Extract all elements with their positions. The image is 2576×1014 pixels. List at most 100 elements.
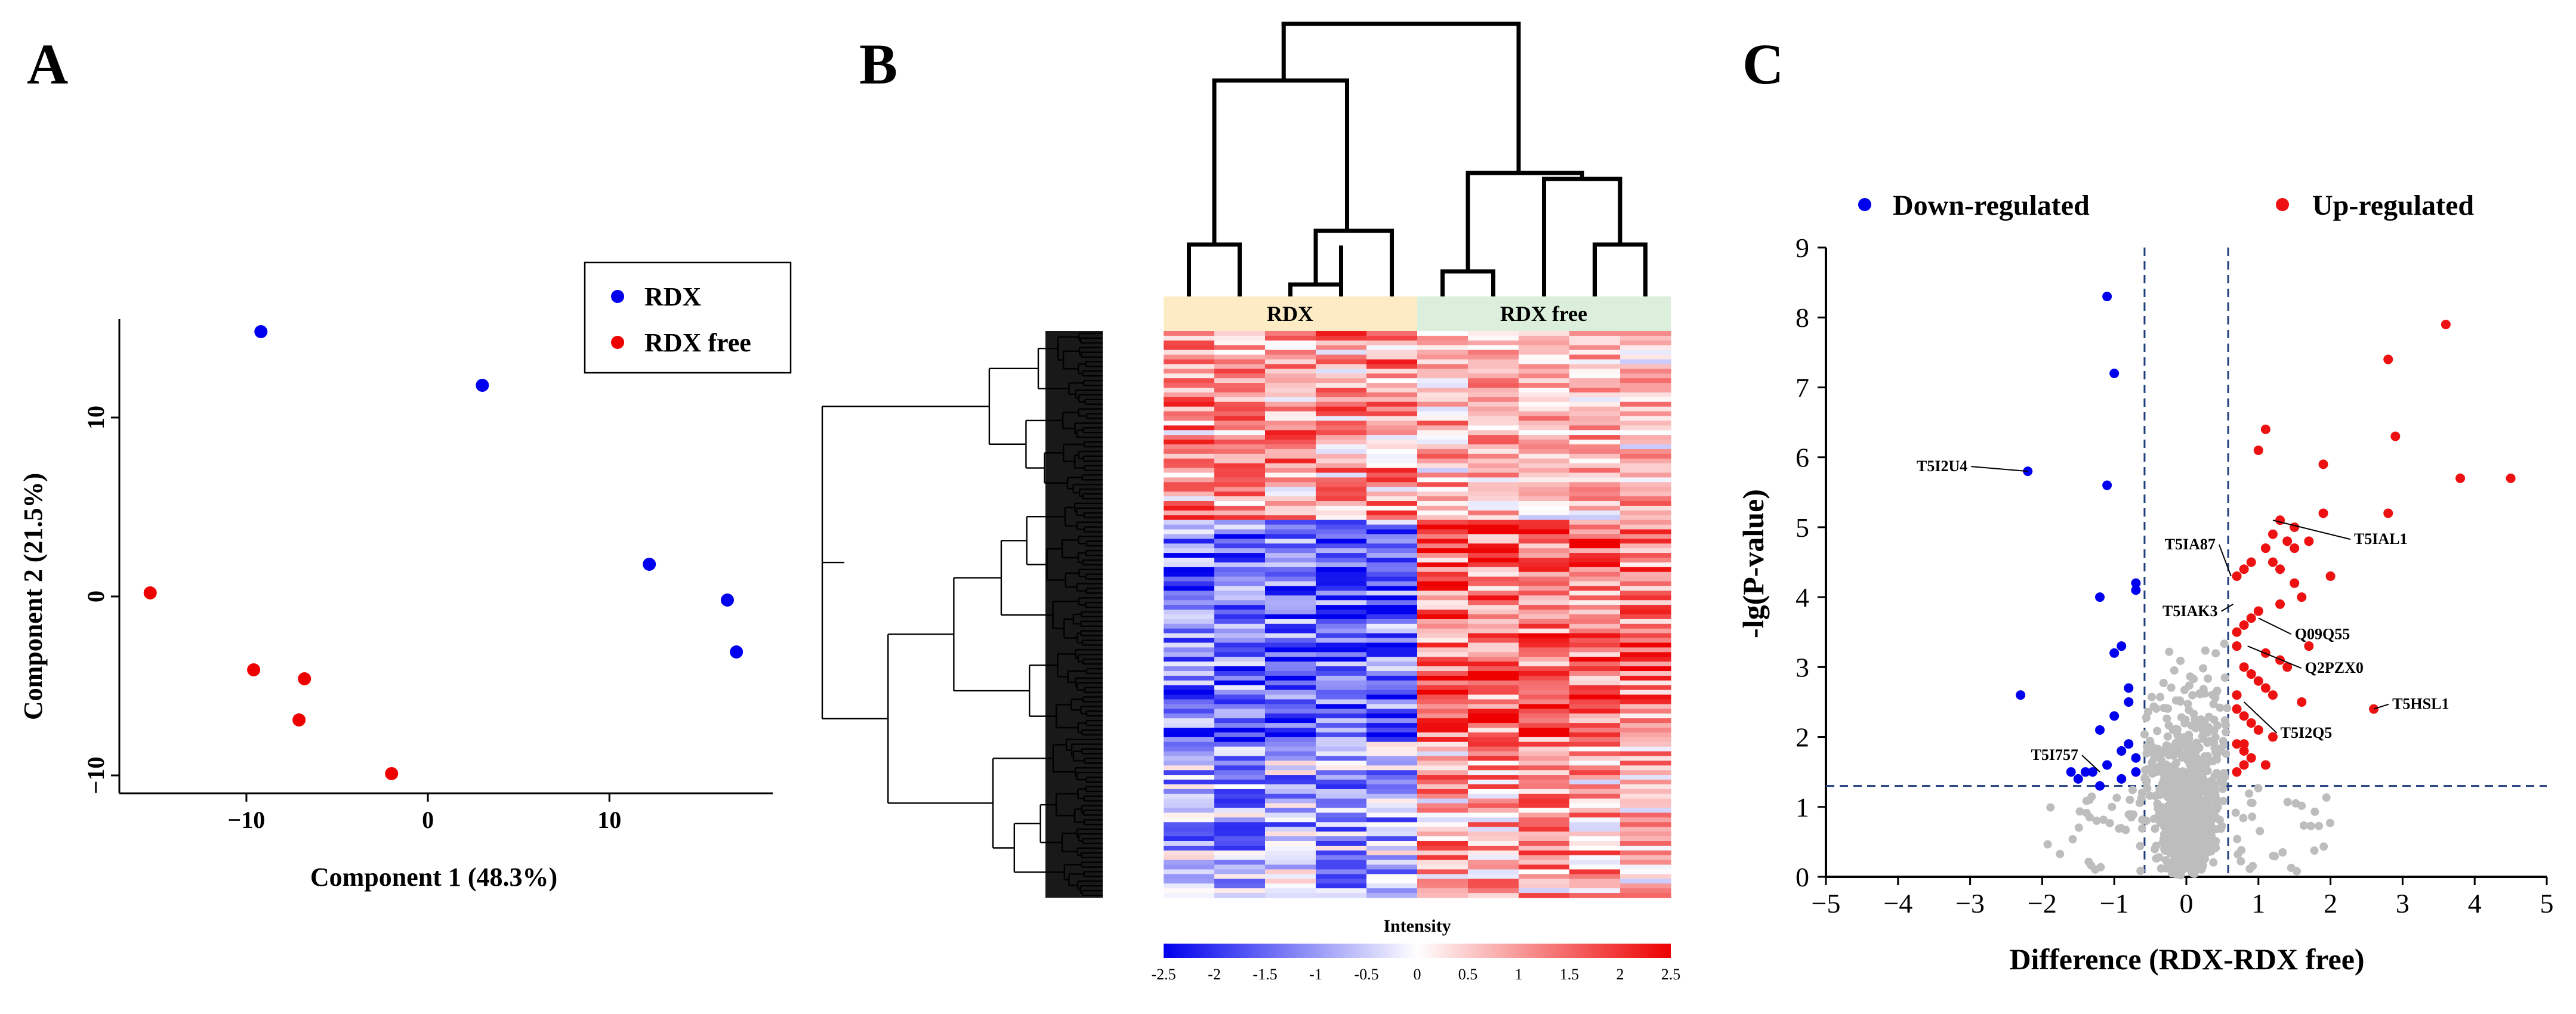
heatmap-cell [1214, 491, 1266, 497]
heatmap-cell [1468, 562, 1519, 568]
heatmap-cell [1164, 671, 1215, 676]
heatmap-cell [1265, 359, 1316, 365]
heatmap-cell [1214, 453, 1266, 459]
heatmap-cell [1316, 874, 1367, 879]
heatmap-cell [1519, 666, 1570, 672]
heatmap-cell [1265, 633, 1316, 639]
heatmap-cell [1164, 364, 1215, 369]
heatmap-cell [1265, 751, 1316, 757]
heatmap-cell [1265, 553, 1316, 558]
volcano-point-up [2441, 319, 2451, 329]
heatmap-cell [1468, 558, 1519, 563]
heatmap-cell [1468, 364, 1519, 369]
volcano-point-up [2239, 662, 2249, 672]
heatmap-cell [1519, 515, 1570, 521]
heatmap-cell [1417, 657, 1469, 662]
heatmap-cell [1366, 869, 1418, 875]
heatmap-cell [1265, 501, 1316, 506]
heatmap-cell [1164, 440, 1215, 445]
volcano-point-up [2268, 732, 2278, 742]
heatmap-cell [1569, 487, 1621, 492]
heatmap-cell [1519, 586, 1570, 592]
volcano-y-tick-label: 3 [1796, 652, 1809, 682]
volcano-point-down [2131, 753, 2141, 763]
heatmap-cell [1417, 874, 1469, 879]
heatmap-cell [1214, 746, 1266, 752]
heatmap-cell [1265, 515, 1316, 521]
volcano-point-not-significant [2248, 861, 2257, 870]
volcano-point-not-significant [2151, 845, 2159, 854]
heatmap-cell [1417, 793, 1469, 799]
heatmap-cell [1417, 888, 1469, 894]
heatmap-cell [1620, 638, 1671, 644]
heatmap-cell [1164, 359, 1215, 365]
heatmap-cell [1214, 364, 1266, 369]
heatmap-cell [1214, 335, 1266, 341]
heatmap-cell [1519, 534, 1570, 539]
volcano-point-down [2117, 746, 2127, 756]
heatmap-cell [1214, 831, 1266, 837]
annotation-leader [2373, 703, 2389, 710]
heatmap-cell [1468, 600, 1519, 605]
heatmap-cell [1164, 591, 1215, 596]
heatmap-cell [1417, 704, 1469, 709]
volcano-point-up [2239, 760, 2249, 770]
heatmap-cell [1164, 520, 1215, 525]
volcano-point-not-significant [2245, 789, 2254, 798]
heatmap-cell [1519, 558, 1570, 563]
heatmap-cell [1164, 388, 1215, 393]
heatmap-cell [1468, 581, 1519, 587]
heatmap-cell [1519, 468, 1570, 474]
heatmap-cell [1569, 869, 1621, 875]
heatmap-cell [1519, 440, 1570, 445]
heatmap-cell [1265, 765, 1316, 771]
heatmap-cell [1214, 775, 1266, 780]
volcano-point-not-significant [2137, 824, 2146, 833]
heatmap-cell [1417, 482, 1469, 487]
heatmap-cell [1316, 808, 1367, 814]
heatmap-cell [1417, 690, 1469, 695]
heatmap-cell [1468, 548, 1519, 554]
heatmap-cell [1265, 543, 1316, 549]
heatmap-cell [1164, 331, 1215, 336]
heatmap-cell [1214, 784, 1266, 790]
heatmap-cell [1468, 591, 1519, 596]
heatmap-cell [1265, 571, 1316, 577]
heatmap-cell [1265, 690, 1316, 695]
heatmap-cell [1569, 614, 1621, 620]
volcano-xlabel: Difference (RDX-RDX free) [2009, 942, 2364, 976]
heatmap-cell [1265, 850, 1316, 856]
heatmap-cell [1265, 440, 1316, 445]
volcano-point-up [2239, 711, 2249, 721]
volcano-point-not-significant [2175, 805, 2184, 814]
heatmap-cell [1214, 581, 1266, 587]
heatmap-cell [1569, 359, 1621, 365]
heatmap-cell [1620, 657, 1671, 662]
heatmap-cell [1519, 524, 1570, 530]
heatmap-cell [1417, 817, 1469, 823]
heatmap-cell [1417, 827, 1469, 832]
volcano-x-tick-label: 4 [2468, 888, 2482, 919]
volcano-point-not-significant [2154, 763, 2163, 772]
heatmap-cell [1417, 694, 1469, 700]
volcano-point-up [2304, 536, 2314, 546]
heatmap-cell [1164, 647, 1215, 653]
heatmap-cell [1366, 798, 1418, 804]
heatmap-cell [1569, 510, 1621, 516]
volcano-point-not-significant [2306, 821, 2315, 830]
heatmap-cell [1214, 841, 1266, 846]
heatmap-cell [1164, 893, 1215, 898]
heatmap-cell [1316, 440, 1367, 445]
heatmap-cell [1164, 638, 1215, 644]
heatmap-cell [1316, 723, 1367, 728]
heatmap-cell [1366, 468, 1418, 474]
heatmap-cell [1265, 628, 1316, 634]
heatmap-cell [1316, 756, 1367, 762]
heatmap-cell [1265, 354, 1316, 360]
heatmap-cell [1417, 468, 1469, 474]
volcano-point-not-significant [2092, 817, 2101, 826]
heatmap-cell [1468, 671, 1519, 676]
volcano-point-not-significant [2222, 728, 2231, 737]
heatmap-cell [1620, 704, 1671, 709]
heatmap-cell [1265, 647, 1316, 653]
